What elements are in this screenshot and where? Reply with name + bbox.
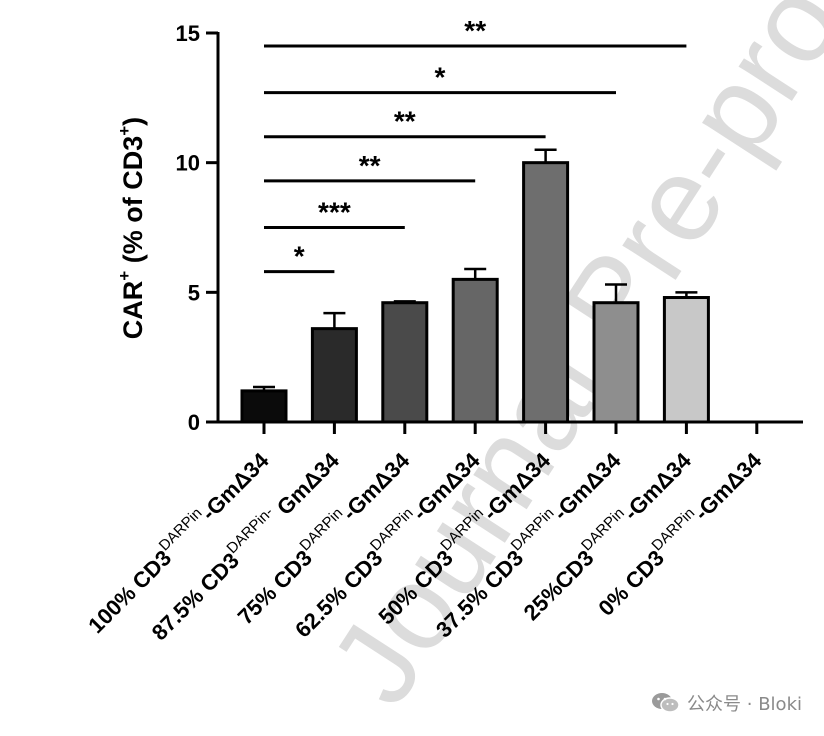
y-tick-label: 5 [188, 280, 200, 305]
category-label-main: 0% CD3 [593, 545, 669, 621]
significance-label: * [435, 62, 446, 93]
category-label-sup: DARPin [296, 505, 346, 555]
bar [451, 277, 499, 424]
bars [240, 148, 710, 424]
bar [662, 296, 710, 424]
y-axis-label-part: + [115, 271, 134, 281]
category-label-main: 25%CD3 [519, 545, 599, 625]
wechat-icon [652, 693, 680, 713]
y-tick-label: 0 [188, 410, 200, 435]
category-label-sup: DARPin [648, 505, 698, 555]
significance-label: ** [394, 106, 416, 137]
category-label-suffix: -GmΔ34 [689, 447, 767, 525]
y-axis-label-part: (% of CD3 [118, 136, 148, 271]
y-axis-label: CAR+ (% of CD3+) [115, 117, 148, 339]
bar [310, 327, 358, 424]
footer-text: 公众号 · Bloki [687, 694, 802, 715]
bar [592, 301, 640, 424]
bar [522, 161, 570, 424]
y-axis-label-part: CAR [118, 281, 148, 340]
y-tick-label: 10 [176, 151, 200, 176]
bar [381, 301, 429, 424]
category-label-sup: DARPin [156, 505, 206, 555]
category-label-sup: DARPin- [223, 504, 276, 557]
y-tick-label: 15 [176, 21, 200, 46]
category-label-sup: DARPin [578, 505, 628, 555]
significance-label: ** [359, 150, 381, 181]
significance-label: ** [464, 15, 486, 46]
significance-annotations: *********** [264, 15, 687, 274]
bar [240, 389, 288, 424]
footer: 公众号 · Bloki [651, 690, 802, 716]
significance-label: *** [318, 197, 351, 228]
significance-label: * [294, 241, 305, 272]
y-axis-label-part: ) [118, 117, 148, 126]
y-axis-label-part: + [115, 126, 134, 136]
